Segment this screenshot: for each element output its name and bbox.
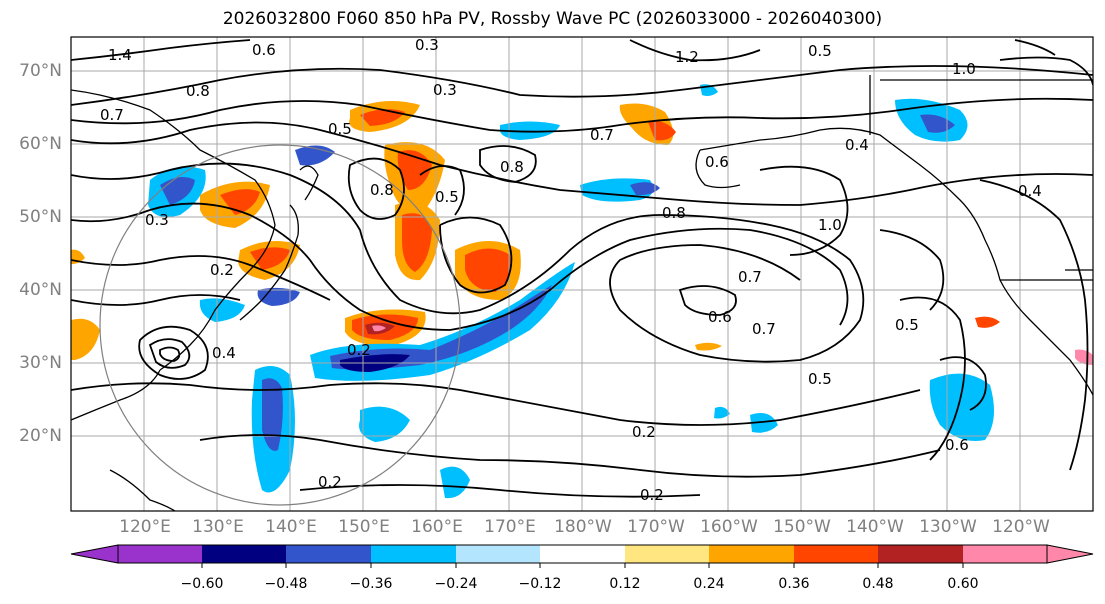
colorbar-swatch xyxy=(540,545,625,563)
contour-label: 0.8 xyxy=(186,82,210,100)
contour-label: 0.3 xyxy=(145,211,169,229)
contour-label: 0.2 xyxy=(640,486,664,504)
lat-label: 30°N xyxy=(19,353,62,373)
rossby-radius-circle xyxy=(99,144,461,506)
contour-label: 0.2 xyxy=(632,423,656,441)
contour-label: 0.6 xyxy=(705,153,729,171)
map-frame xyxy=(70,36,1094,512)
colorbar-tick-label: 0.36 xyxy=(778,576,810,592)
lon-label: 130°W xyxy=(919,517,977,537)
lon-label: 160°W xyxy=(700,517,758,537)
contour-label: 1.2 xyxy=(675,48,699,66)
contour-label: 0.7 xyxy=(738,268,762,286)
colorbar-outline xyxy=(117,544,1048,564)
contour-label: 0.2 xyxy=(210,261,234,279)
colorbar-tick-label: −0.48 xyxy=(264,576,308,592)
lon-label: 140°W xyxy=(846,517,904,537)
graticule xyxy=(71,37,1093,511)
contour-label: 0.5 xyxy=(895,316,919,334)
colorbar-swatch xyxy=(456,545,540,563)
contour-label: 0.3 xyxy=(415,36,439,54)
contour-label: 0.3 xyxy=(433,81,457,99)
colorbar xyxy=(70,544,1094,568)
colorbar-tick-label: −0.36 xyxy=(349,576,393,592)
contour-label: 0.2 xyxy=(347,341,371,359)
contour-label: 0.7 xyxy=(100,106,124,124)
colorbar-swatch xyxy=(709,545,794,563)
lat-label: 40°N xyxy=(19,280,62,300)
colorbar-swatch xyxy=(118,545,202,563)
contour-label: 0.5 xyxy=(808,42,832,60)
contour-label: 0.6 xyxy=(708,308,732,326)
contour-label: 1.0 xyxy=(818,216,842,234)
lon-label: 180°W xyxy=(554,517,612,537)
contour-label: 0.6 xyxy=(252,41,276,59)
contour-label: 0.8 xyxy=(370,181,394,199)
lon-label: 140°E xyxy=(265,517,317,537)
colorbar-tick-label: 0.24 xyxy=(693,576,725,592)
lon-label: 170°E xyxy=(484,517,536,537)
contour-label: 0.6 xyxy=(945,436,969,454)
contour-label: 0.4 xyxy=(1018,182,1042,200)
colorbar-tick-label: 0.48 xyxy=(862,576,894,592)
colorbar-tick-label: −0.24 xyxy=(434,576,478,592)
colorbar-extend-low xyxy=(70,544,119,564)
lon-label: 170°W xyxy=(627,517,685,537)
contour-label: 0.7 xyxy=(752,320,776,338)
contour-label: 1.0 xyxy=(952,60,976,78)
colorbar-tick-label: −0.60 xyxy=(180,576,224,592)
contour-label: 0.2 xyxy=(318,473,342,491)
pv-contours xyxy=(71,39,1093,498)
lon-label: 160°E xyxy=(411,517,463,537)
contour-label: 0.5 xyxy=(435,188,459,206)
lon-label: 150°W xyxy=(773,517,831,537)
colorbar-swatch xyxy=(794,545,878,563)
lat-label: 70°N xyxy=(19,61,62,81)
lat-label: 50°N xyxy=(19,207,62,227)
colorbar-tick-label: −0.12 xyxy=(518,576,562,592)
contour-label: 0.4 xyxy=(212,344,236,362)
colorbar-tick-label: 0.60 xyxy=(947,576,979,592)
coastlines xyxy=(71,75,1093,511)
contour-label-layer: 1.4 0.6 0.3 1.2 0.5 1.0 0.8 0.7 0.4 0.2 … xyxy=(100,36,1042,504)
contour-label: 0.4 xyxy=(845,136,869,154)
colorbar-swatch xyxy=(878,545,963,563)
lat-label: 20°N xyxy=(19,426,62,446)
colorbar-swatch xyxy=(963,545,1047,563)
contour-label: 1.4 xyxy=(108,46,132,64)
contour-label: 0.8 xyxy=(500,158,524,176)
lon-label: 150°E xyxy=(338,517,390,537)
contour-label: 0.8 xyxy=(662,204,686,222)
colorbar-swatch xyxy=(371,545,456,563)
colorbar-swatch xyxy=(286,545,371,563)
colorbar-tick-label: 0.12 xyxy=(609,576,641,592)
lon-label: 130°E xyxy=(192,517,244,537)
contour-label: 0.5 xyxy=(808,370,832,388)
colorbar-swatch xyxy=(202,545,286,563)
contour-label: 0.7 xyxy=(590,126,614,144)
lon-label: 120°W xyxy=(992,517,1050,537)
colorbar-extend-high xyxy=(1046,544,1094,564)
lon-label: 120°E xyxy=(119,517,171,537)
lat-label: 60°N xyxy=(19,134,62,154)
colorbar-swatch xyxy=(625,545,709,563)
chart-title: 2026032800 F060 850 hPa PV, Rossby Wave … xyxy=(222,9,883,29)
contour-label: 0.5 xyxy=(328,120,352,138)
